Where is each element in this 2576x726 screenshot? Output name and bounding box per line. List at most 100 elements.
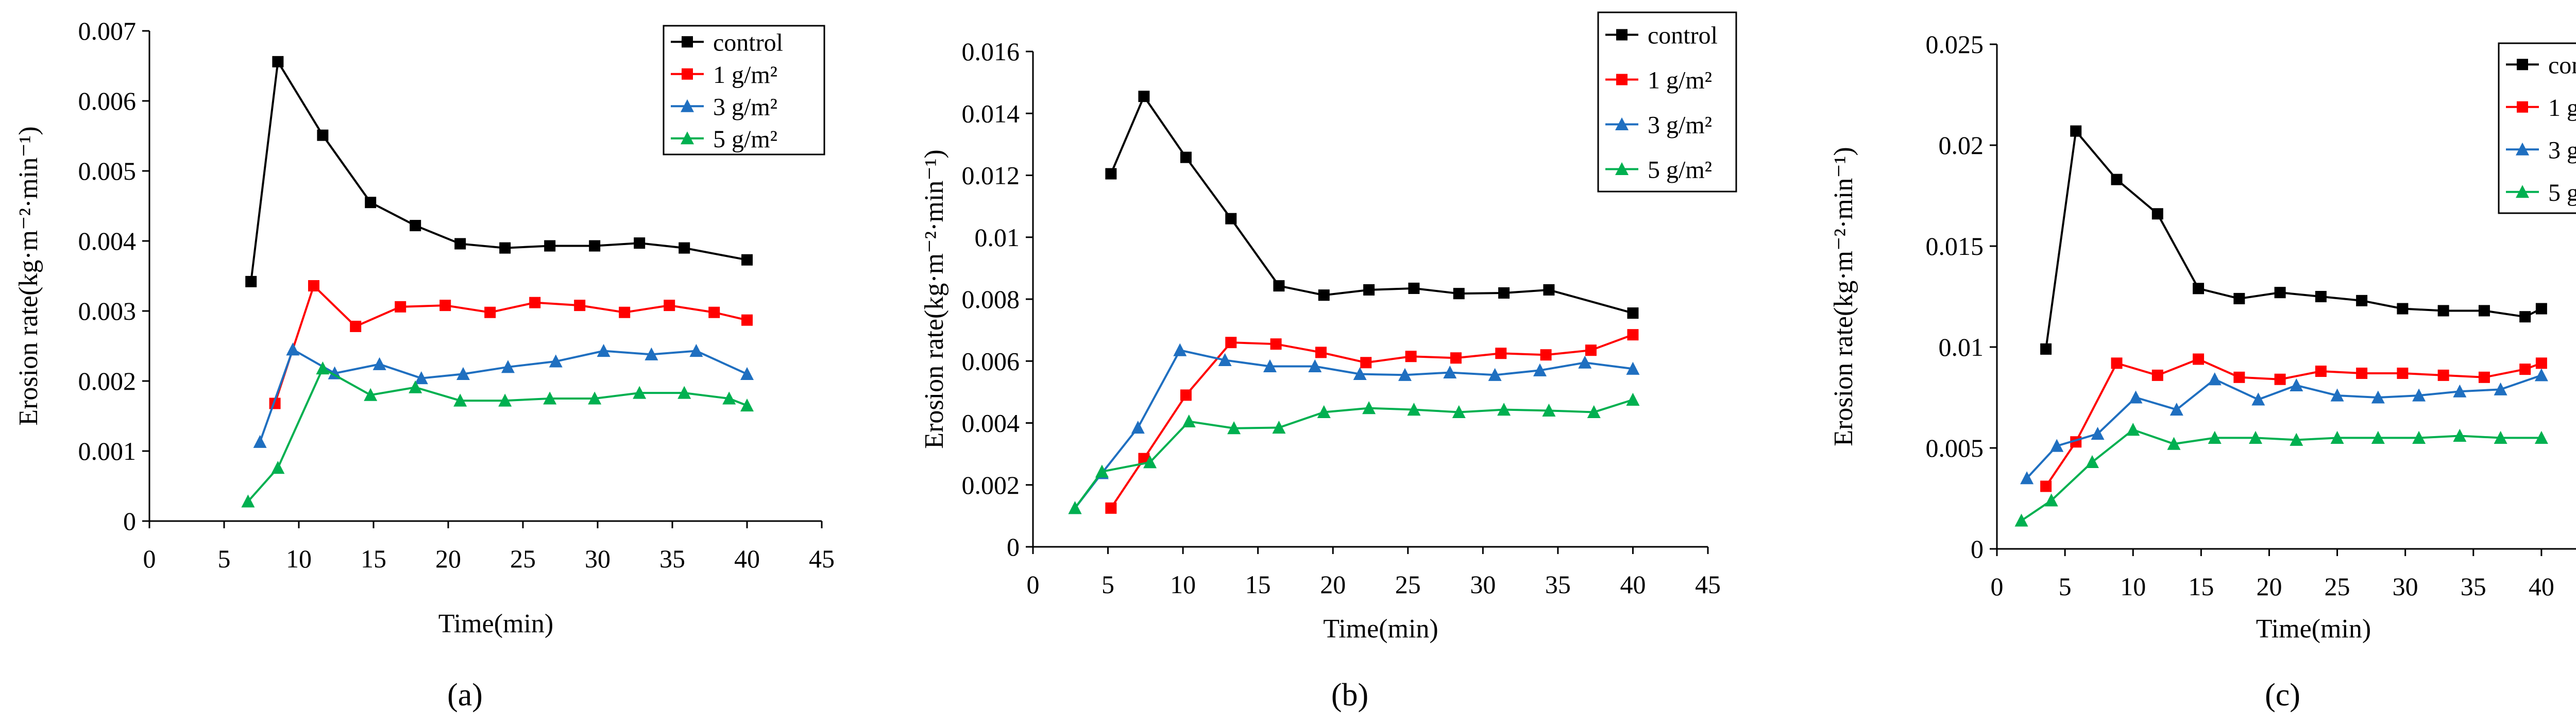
- legend-marker: [1616, 29, 1628, 41]
- series-line: [274, 284, 748, 404]
- data-point: [2040, 343, 2052, 355]
- data-point: [2233, 292, 2245, 304]
- legend-marker: [681, 99, 694, 112]
- series-0: [245, 56, 753, 287]
- data-point: [395, 301, 406, 313]
- legend-label: control: [2548, 51, 2576, 79]
- legend: control 1 g/m² 3 g/m² 5 g/m²: [2498, 42, 2576, 214]
- y-tick-label: 0.001: [78, 437, 137, 465]
- series-line: [259, 348, 748, 442]
- y-tick-label: 0.002: [78, 367, 137, 395]
- legend-marker: [1615, 117, 1629, 131]
- series-3: [241, 361, 754, 508]
- y-tick-label: 0.004: [78, 227, 137, 255]
- data-point: [2356, 295, 2368, 306]
- data-point: [2014, 513, 2028, 527]
- data-point: [1533, 363, 1547, 376]
- legend-label: control: [1648, 22, 1718, 49]
- data-point: [2040, 480, 2052, 492]
- data-point: [1443, 365, 1457, 379]
- data-point: [1182, 414, 1196, 428]
- legend-marker: [2516, 185, 2529, 198]
- x-tick-label: 40: [2529, 572, 2554, 601]
- panel-label: (b): [1331, 678, 1368, 713]
- data-point: [1488, 368, 1502, 381]
- legend-item: 1 g/m²: [1605, 67, 1712, 94]
- y-axis-label: Erosion rate(kg·m⁻²·min⁻¹): [14, 126, 43, 425]
- data-point: [498, 393, 512, 407]
- data-point: [2535, 303, 2547, 315]
- x-tick-label: 0: [1991, 572, 2004, 601]
- data-point: [2412, 388, 2426, 402]
- x-tick-label: 25: [1395, 570, 1421, 599]
- legend-marker: [682, 68, 693, 80]
- data-point: [414, 371, 428, 385]
- axes: 0 0.002 0.004 0.006 0.008 0.01 0.012 0.014 0.016…: [962, 37, 1721, 599]
- x-tick-label: 15: [361, 544, 386, 573]
- x-tick-label: 40: [734, 544, 760, 573]
- x-tick-label: 10: [286, 544, 312, 573]
- data-point: [1105, 168, 1117, 180]
- data-point: [529, 297, 541, 308]
- data-point: [1068, 501, 1082, 514]
- legend-marker: [681, 131, 694, 145]
- legend-item: 3 g/m²: [1605, 112, 1712, 139]
- data-point: [1095, 464, 1109, 478]
- data-point: [2151, 369, 2163, 381]
- legend-marker: [2517, 59, 2528, 71]
- data-point: [588, 391, 602, 405]
- series-line: [2021, 428, 2541, 522]
- x-tick-label: 30: [2393, 572, 2418, 601]
- plot-area: [1068, 91, 1640, 514]
- series-line: [1074, 399, 1634, 509]
- legend-item: 3 g/m²: [671, 93, 777, 120]
- legend-label: 1 g/m²: [2548, 94, 2576, 122]
- data-point: [543, 391, 557, 405]
- y-tick-label: 0.008: [962, 285, 1020, 314]
- y-tick-label: 0: [1007, 532, 1020, 561]
- series-0: [2040, 125, 2547, 355]
- data-point: [272, 56, 284, 67]
- data-point: [1626, 392, 1640, 406]
- data-point: [1407, 403, 1421, 416]
- data-point: [499, 242, 511, 254]
- data-point: [2233, 371, 2245, 383]
- y-tick-label: 0.004: [962, 409, 1020, 438]
- data-point: [2535, 357, 2547, 369]
- data-point: [365, 197, 377, 209]
- y-tick-label: 0.006: [78, 87, 137, 115]
- series-line: [2045, 358, 2542, 487]
- data-point: [1585, 344, 1597, 356]
- data-point: [1315, 347, 1327, 358]
- y-tick-label: 0.016: [962, 37, 1020, 66]
- legend-label: 3 g/m²: [1648, 112, 1712, 139]
- x-tick-label: 20: [435, 544, 461, 573]
- data-point: [1317, 405, 1331, 419]
- data-point: [1578, 355, 1592, 369]
- data-point: [2208, 430, 2222, 444]
- legend-item: 3 g/m²: [2506, 136, 2576, 164]
- data-point: [2371, 390, 2385, 404]
- data-point: [2044, 493, 2058, 507]
- data-point: [597, 343, 611, 357]
- data-point: [741, 254, 753, 266]
- data-point: [2274, 287, 2286, 299]
- data-point: [2290, 433, 2303, 446]
- x-axis-label: Time(min): [2256, 614, 2371, 644]
- data-point: [453, 393, 467, 407]
- legend-item: control: [1605, 22, 1718, 49]
- y-tick-label: 0.02: [1939, 131, 1984, 160]
- data-point: [1398, 368, 1412, 381]
- data-point: [2330, 388, 2344, 402]
- data-point: [574, 300, 586, 312]
- data-point: [2397, 367, 2409, 379]
- data-point: [1308, 359, 1322, 373]
- data-point: [741, 314, 753, 326]
- data-point: [1273, 280, 1285, 292]
- series-1: [1105, 329, 1639, 514]
- data-point: [409, 380, 422, 393]
- data-point: [2167, 437, 2181, 450]
- data-point: [1263, 359, 1277, 373]
- data-point: [1131, 420, 1145, 434]
- data-point: [2330, 430, 2344, 444]
